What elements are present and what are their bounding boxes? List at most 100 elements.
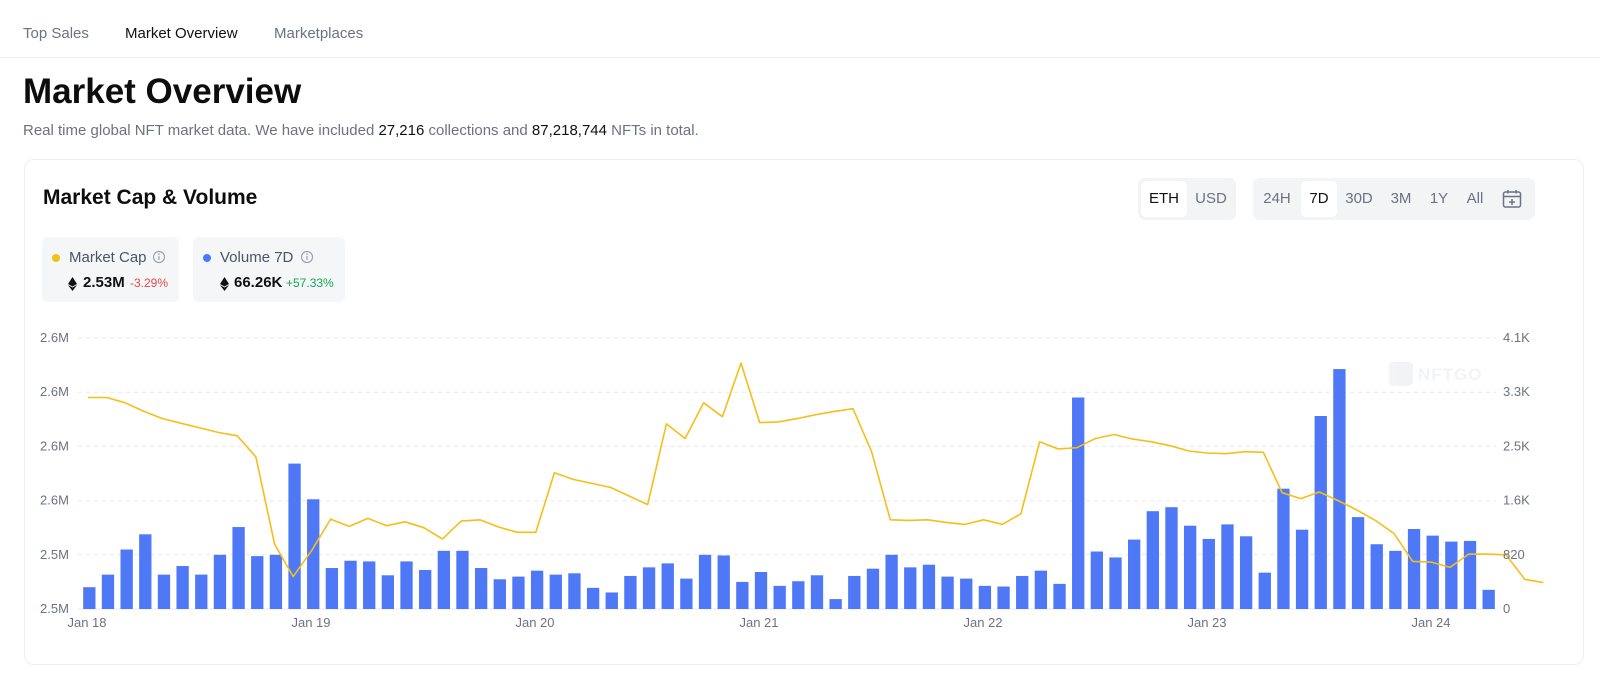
volume-bar[interactable] xyxy=(1277,488,1290,609)
currency-eth-button[interactable]: ETH xyxy=(1141,181,1187,217)
volume-bar[interactable] xyxy=(195,574,208,609)
volume-bar[interactable] xyxy=(549,574,562,609)
volume-bar[interactable] xyxy=(1109,557,1122,609)
volume-bar[interactable] xyxy=(307,499,320,609)
volume-bar[interactable] xyxy=(1426,535,1439,609)
volume-bar[interactable] xyxy=(1295,529,1309,609)
volume-bar[interactable] xyxy=(1202,538,1215,609)
volume-bar[interactable] xyxy=(810,575,824,609)
volume-bar[interactable] xyxy=(717,555,730,609)
volume-bar[interactable] xyxy=(474,568,488,609)
volume-bar[interactable] xyxy=(1072,397,1085,609)
volume-bar[interactable] xyxy=(1351,517,1365,609)
right-axis: 0 820 1.6K 2.5K 3.3K 4.1K xyxy=(1503,330,1530,616)
volume-bar[interactable] xyxy=(381,575,395,609)
volume-bar[interactable] xyxy=(530,570,544,609)
volume-bar[interactable] xyxy=(1016,575,1029,609)
volume-bar[interactable] xyxy=(773,585,786,609)
volume-bar[interactable] xyxy=(997,586,1010,609)
volume-bar[interactable] xyxy=(829,599,842,609)
volume-bars xyxy=(83,369,1495,609)
volume-bar[interactable] xyxy=(978,585,992,609)
volume-bar[interactable] xyxy=(1482,589,1495,609)
volume-bar[interactable] xyxy=(736,581,749,609)
volume-bar[interactable] xyxy=(605,592,618,609)
eth-icon xyxy=(220,277,229,291)
range-24h-button[interactable]: 24H xyxy=(1263,190,1291,207)
market-cap-line-path[interactable] xyxy=(88,362,1544,584)
volume-bar[interactable] xyxy=(1239,536,1253,609)
volume-bar[interactable] xyxy=(120,549,133,609)
volume-bar[interactable] xyxy=(1128,539,1141,609)
volume-bar[interactable] xyxy=(251,556,264,609)
tab-market-overview[interactable]: Market Overview xyxy=(125,25,238,42)
volume-bar[interactable] xyxy=(568,573,581,609)
volume-bar[interactable] xyxy=(698,554,712,609)
tab-top-sales[interactable]: Top Sales xyxy=(23,25,89,42)
info-icon[interactable] xyxy=(152,250,166,264)
volume-bar[interactable] xyxy=(400,561,413,609)
left-axis-tick-label: 2.6M xyxy=(40,330,69,345)
volume-bar[interactable] xyxy=(1389,550,1402,609)
volume-bar[interactable] xyxy=(344,560,357,609)
legend-market-cap-label: Market Cap xyxy=(69,249,147,266)
volume-bar[interactable] xyxy=(1314,415,1327,609)
volume-bar[interactable] xyxy=(792,581,805,609)
volume-bar[interactable] xyxy=(1034,570,1048,609)
volume-bar[interactable] xyxy=(269,554,283,609)
volume-bar[interactable] xyxy=(83,587,96,609)
volume-bar[interactable] xyxy=(661,563,674,609)
calendar-add-icon[interactable] xyxy=(1501,188,1523,210)
volume-bar[interactable] xyxy=(363,561,376,609)
range-30d-button[interactable]: 30D xyxy=(1345,190,1373,207)
market-cap-value: 2.53M xyxy=(83,274,125,291)
volume-bar[interactable] xyxy=(512,576,525,609)
volume-bar[interactable] xyxy=(866,568,880,609)
volume-bar[interactable] xyxy=(848,575,861,609)
volume-bar[interactable] xyxy=(624,575,637,609)
volume-bar[interactable] xyxy=(1463,540,1477,609)
volume-bar[interactable] xyxy=(213,554,227,609)
volume-bar[interactable] xyxy=(437,550,450,609)
volume-bar[interactable] xyxy=(941,576,954,609)
volume-bar[interactable] xyxy=(922,564,936,609)
volume-bar[interactable] xyxy=(1146,511,1159,609)
volume-bar[interactable] xyxy=(493,579,506,609)
tab-marketplaces[interactable]: Marketplaces xyxy=(274,25,364,42)
volume-bar[interactable] xyxy=(1407,529,1421,609)
volume-bar[interactable] xyxy=(885,554,898,609)
currency-usd-button[interactable]: USD xyxy=(1195,190,1227,207)
volume-bar[interactable] xyxy=(904,567,917,609)
range-all-button[interactable]: All xyxy=(1466,190,1484,207)
range-1y-button[interactable]: 1Y xyxy=(1429,190,1449,207)
volume-bar[interactable] xyxy=(288,463,301,609)
volume-bar[interactable] xyxy=(586,587,600,609)
range-3m-button[interactable]: 3M xyxy=(1390,190,1412,207)
volume-bar[interactable] xyxy=(325,568,339,609)
volume-bar[interactable] xyxy=(1221,524,1234,609)
volume-bar[interactable] xyxy=(1445,541,1458,609)
volume-bar[interactable] xyxy=(157,574,171,609)
volume-bar[interactable] xyxy=(642,567,656,609)
range-7d-button[interactable]: 7D xyxy=(1301,181,1337,217)
info-icon[interactable] xyxy=(300,250,314,264)
volume-bar[interactable] xyxy=(960,578,973,609)
volume-bar[interactable] xyxy=(176,566,189,609)
volume-bar[interactable] xyxy=(1333,369,1346,609)
volume-bar[interactable] xyxy=(1165,507,1178,609)
right-axis-tick-label: 3.3K xyxy=(1503,384,1530,399)
volume-bar[interactable] xyxy=(101,574,115,609)
volume-bar[interactable] xyxy=(680,578,693,609)
volume-bar[interactable] xyxy=(1053,583,1066,609)
volume-bar[interactable] xyxy=(1370,544,1383,609)
volume-bar[interactable] xyxy=(1090,551,1104,609)
volume-bar[interactable] xyxy=(754,571,768,609)
volume-bar[interactable] xyxy=(1258,572,1271,609)
volume-bar[interactable] xyxy=(139,534,152,609)
subtitle-text-1: Real time global NFT market data. We hav… xyxy=(23,122,379,139)
x-axis-tick-label: Jan 19 xyxy=(291,615,330,630)
volume-bar[interactable] xyxy=(419,570,432,609)
volume-bar[interactable] xyxy=(1183,525,1197,609)
volume-bar[interactable] xyxy=(232,527,245,609)
volume-bar[interactable] xyxy=(456,550,469,609)
